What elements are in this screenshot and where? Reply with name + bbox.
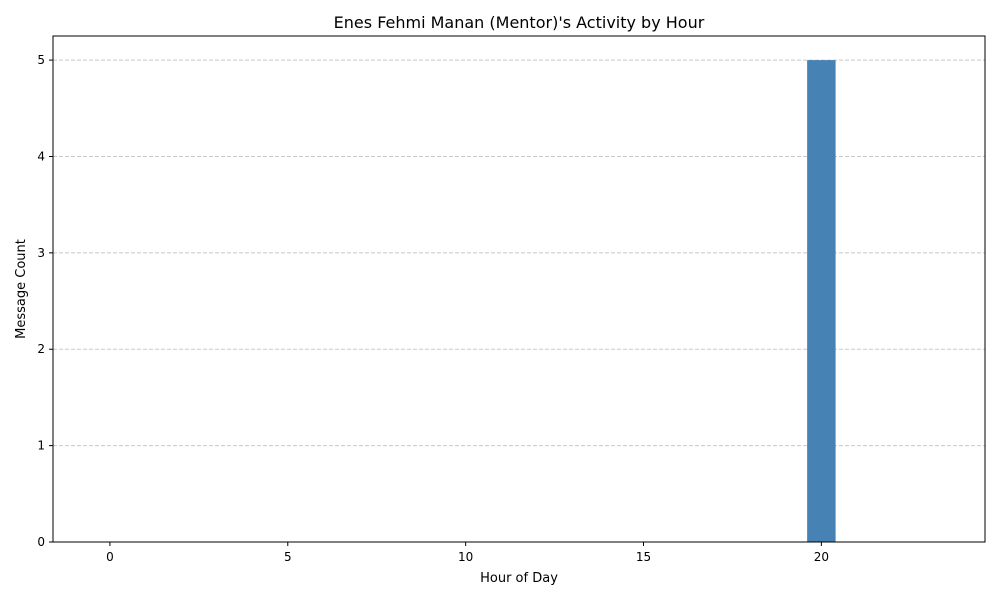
y-tick-label: 5 (37, 53, 45, 67)
y-tick-label: 0 (37, 535, 45, 549)
x-tick-label: 5 (284, 550, 292, 564)
y-tick-label: 1 (37, 439, 45, 453)
x-axis-label: Hour of Day (480, 571, 558, 586)
plot-frame (52, 35, 986, 543)
y-axis-label: Message Count (14, 239, 29, 339)
grid-lines (53, 59, 985, 543)
axes: 0 5 10 15 20 0 1 2 3 4 5 (37, 35, 986, 564)
x-tick-label: 15 (636, 550, 651, 564)
x-tick-label: 20 (814, 550, 829, 564)
bar (807, 60, 836, 542)
y-tick-label: 2 (37, 342, 45, 356)
x-tick-label: 10 (458, 550, 473, 564)
chart-title: Enes Fehmi Manan (Mentor)'s Activity by … (334, 13, 705, 32)
bars (807, 60, 836, 542)
y-tick-label: 3 (37, 246, 45, 260)
y-tick-label: 4 (37, 149, 45, 163)
x-tick-label: 0 (106, 550, 114, 564)
